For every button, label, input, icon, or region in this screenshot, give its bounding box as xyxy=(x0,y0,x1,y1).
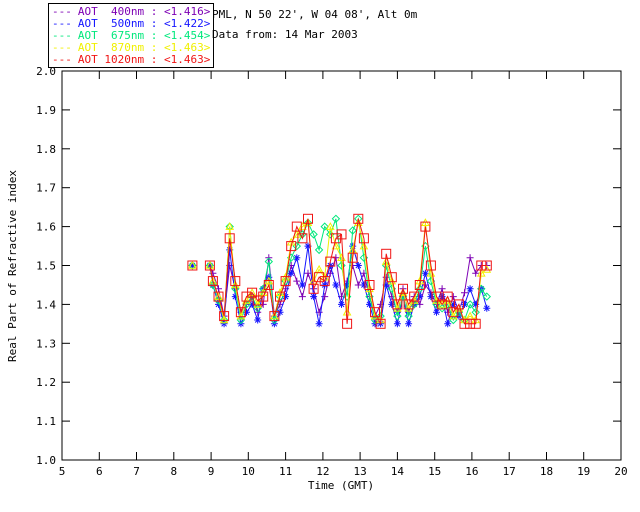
svg-text:12: 12 xyxy=(316,465,329,478)
x-axis-label: Time (GMT) xyxy=(308,479,374,492)
legend-line-sample-675nm: --- xyxy=(52,29,72,42)
svg-text:8: 8 xyxy=(170,465,177,478)
svg-text:10: 10 xyxy=(242,465,255,478)
y-axis-label: Real Part of Refractive index xyxy=(6,170,19,362)
svg-text:1.2: 1.2 xyxy=(36,376,56,389)
data-date: Data from: 14 Mar 2003 xyxy=(212,28,358,41)
svg-text:11: 11 xyxy=(279,465,292,478)
svg-text:1.4: 1.4 xyxy=(36,298,56,311)
legend-label-675nm: AOT 675nm : <1.454> xyxy=(77,29,211,42)
svg-text:13: 13 xyxy=(353,465,366,478)
legend-item-1020nm: --- AOT 1020nm : <1.463> xyxy=(52,54,210,66)
svg-text:20: 20 xyxy=(614,465,627,478)
svg-text:1.7: 1.7 xyxy=(36,182,56,195)
svg-text:1.0: 1.0 xyxy=(36,454,56,467)
svg-text:1.3: 1.3 xyxy=(36,337,56,350)
svg-text:7: 7 xyxy=(133,465,140,478)
legend-label-1020nm: AOT 1020nm : <1.463> xyxy=(77,53,211,66)
legend-line-sample-500nm: --- xyxy=(52,17,72,30)
legend-item-400nm: --- AOT 400nm : <1.416> xyxy=(52,6,210,18)
station-info: PML, N 50 22', W 04 08', Alt 0m xyxy=(212,8,418,21)
svg-text:6: 6 xyxy=(96,465,103,478)
svg-text:5: 5 xyxy=(59,465,66,478)
legend-label-870nm: AOT 870nm : <1.463> xyxy=(77,41,211,54)
svg-text:16: 16 xyxy=(465,465,478,478)
svg-text:9: 9 xyxy=(208,465,215,478)
svg-text:19: 19 xyxy=(577,465,590,478)
legend-item-675nm: --- AOT 675nm : <1.454> xyxy=(52,30,210,42)
svg-text:1.5: 1.5 xyxy=(36,260,56,273)
station-header: PML, N 50 22', W 04 08', Alt 0m Data fro… xyxy=(212,5,417,45)
legend-item-870nm: --- AOT 870nm : <1.463> xyxy=(52,42,210,54)
legend: --- AOT 400nm : <1.416> --- AOT 500nm : <1… xyxy=(48,3,215,68)
legend-item-500nm: --- AOT 500nm : <1.422> xyxy=(52,18,210,30)
svg-text:1.8: 1.8 xyxy=(36,143,56,156)
svg-text:1.9: 1.9 xyxy=(36,104,56,117)
svg-text:2.0: 2.0 xyxy=(36,65,56,78)
svg-text:14: 14 xyxy=(391,465,405,478)
legend-line-sample-400nm: --- xyxy=(52,5,72,18)
legend-label-500nm: AOT 500nm : <1.422> xyxy=(77,17,211,30)
svg-text:17: 17 xyxy=(503,465,516,478)
svg-text:15: 15 xyxy=(428,465,441,478)
legend-line-sample-1020nm: --- xyxy=(52,53,72,66)
legend-line-sample-870nm: --- xyxy=(52,41,72,54)
svg-text:1.1: 1.1 xyxy=(36,415,56,428)
legend-label-400nm: AOT 400nm : <1.416> xyxy=(77,5,211,18)
svg-text:1.6: 1.6 xyxy=(36,221,56,234)
svg-text:18: 18 xyxy=(540,465,553,478)
